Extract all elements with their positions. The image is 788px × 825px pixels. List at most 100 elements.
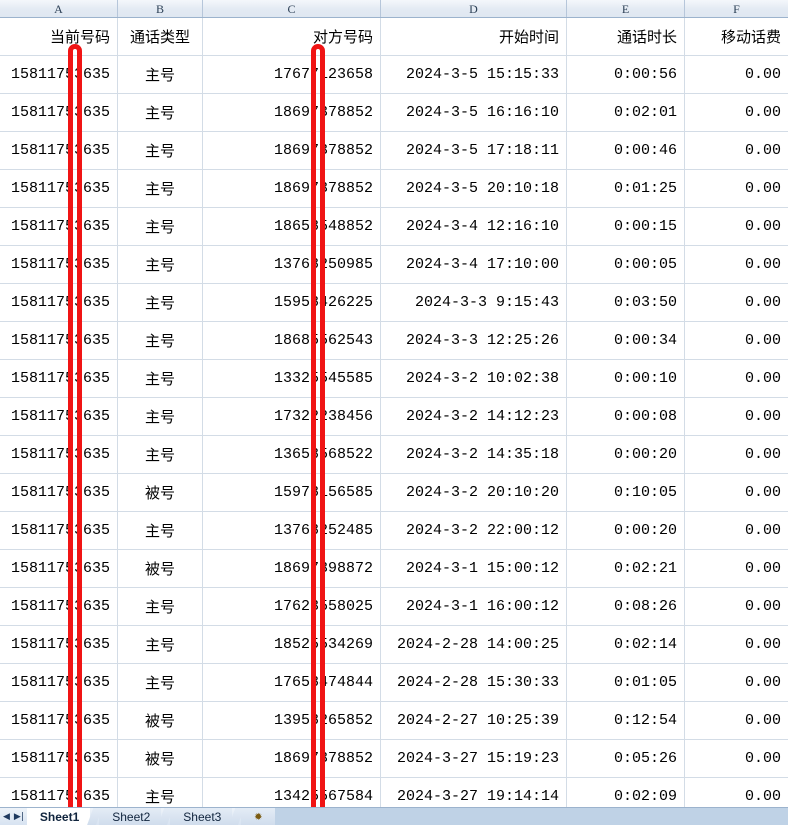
table-cell[interactable]: 2024-3-5 17:18:11 — [381, 132, 567, 169]
table-cell[interactable]: 被号 — [118, 550, 203, 587]
table-cell[interactable]: 15811753635 — [0, 208, 118, 245]
table-cell[interactable]: 0.00 — [744, 674, 781, 691]
table-cell[interactable]: 15811753635 — [0, 550, 118, 587]
table-cell[interactable]: 17322238456 — [203, 398, 381, 435]
table-cell[interactable]: 15811753635 — [0, 284, 118, 321]
table-cell[interactable]: 15811753635 — [0, 322, 118, 359]
table-cell[interactable]: 0:00:20 — [567, 512, 685, 549]
table-cell[interactable]: 15811753635 — [0, 588, 118, 625]
table-cell[interactable]: 2024-3-1 16:00:12 — [381, 588, 567, 625]
table-cell[interactable]: 主号 — [118, 246, 203, 283]
table-cell[interactable]: 15811753635 — [0, 56, 118, 93]
column-header-a[interactable]: A — [0, 0, 118, 17]
table-cell[interactable]: 0.00 — [744, 104, 781, 121]
table-cell[interactable]: 0:05:26 — [567, 740, 685, 777]
table-cell[interactable]: 0:12:54 — [567, 702, 685, 739]
table-cell[interactable]: 0.00 — [744, 294, 781, 311]
table-cell[interactable]: 15811753635 — [0, 778, 118, 815]
table-cell[interactable]: 2024-3-4 12:16:10 — [381, 208, 567, 245]
table-cell[interactable]: 0.00 — [744, 712, 781, 729]
table-cell[interactable]: 0.00 — [744, 484, 781, 501]
table-cell[interactable]: 主号 — [118, 626, 203, 663]
table-cell[interactable]: 2024-3-2 20:10:20 — [381, 474, 567, 511]
table-cell[interactable]: 18697398872 — [203, 550, 381, 587]
table-cell[interactable]: 0.00 — [744, 560, 781, 577]
table-cell[interactable]: 主号 — [118, 778, 203, 815]
table-cell[interactable]: 15811753635 — [0, 474, 118, 511]
table-cell[interactable]: 17658474844 — [203, 664, 381, 701]
table-cell[interactable]: 2024-3-27 15:19:23 — [381, 740, 567, 777]
table-cell[interactable]: 2024-3-5 15:15:33 — [381, 56, 567, 93]
table-cell[interactable]: 0:00:20 — [567, 436, 685, 473]
table-cell[interactable]: 0:02:14 — [567, 626, 685, 663]
table-cell[interactable]: 2024-3-3 9:15:43 — [381, 284, 567, 321]
table-cell[interactable]: 15811753635 — [0, 436, 118, 473]
table-cell[interactable]: 0.00 — [744, 522, 781, 539]
table-cell[interactable]: 主号 — [118, 284, 203, 321]
table-cell[interactable]: 2024-2-28 15:30:33 — [381, 664, 567, 701]
table-cell[interactable]: 0:08:26 — [567, 588, 685, 625]
table-cell[interactable]: 被号 — [118, 702, 203, 739]
table-header-cell[interactable]: 对方号码 — [203, 18, 381, 55]
table-header-cell[interactable]: 开始时间 — [381, 18, 567, 55]
table-cell[interactable]: 0:00:08 — [567, 398, 685, 435]
table-cell[interactable]: 2024-3-1 15:00:12 — [381, 550, 567, 587]
table-cell[interactable]: 15811753635 — [0, 626, 118, 663]
table-cell[interactable]: 主号 — [118, 170, 203, 207]
table-cell[interactable]: 主号 — [118, 132, 203, 169]
table-cell[interactable]: 18658548852 — [203, 208, 381, 245]
table-cell[interactable]: 17677123658 — [203, 56, 381, 93]
table-cell[interactable]: 15811753635 — [0, 170, 118, 207]
new-sheet-icon[interactable]: ✹ — [241, 808, 276, 825]
table-cell[interactable]: 13768252485 — [203, 512, 381, 549]
table-cell[interactable]: 0.00 — [744, 142, 781, 159]
table-cell[interactable]: 主号 — [118, 398, 203, 435]
column-header-b[interactable]: B — [118, 0, 203, 17]
table-cell[interactable]: 15811753635 — [0, 702, 118, 739]
table-cell[interactable]: 主号 — [118, 360, 203, 397]
sheet-nav-buttons[interactable]: ◀ ▶| — [0, 808, 27, 825]
table-cell[interactable]: 2024-3-2 14:35:18 — [381, 436, 567, 473]
table-cell[interactable]: 2024-3-2 22:00:12 — [381, 512, 567, 549]
table-cell[interactable]: 15811753635 — [0, 132, 118, 169]
table-cell[interactable]: 0.00 — [744, 332, 781, 349]
table-cell[interactable]: 2024-3-5 20:10:18 — [381, 170, 567, 207]
table-cell[interactable]: 2024-2-28 14:00:25 — [381, 626, 567, 663]
table-cell[interactable]: 0:00:05 — [567, 246, 685, 283]
table-cell[interactable]: 0:02:01 — [567, 94, 685, 131]
column-header-f[interactable]: F — [733, 1, 740, 16]
table-cell[interactable]: 15978156585 — [203, 474, 381, 511]
table-cell[interactable]: 2024-2-27 10:25:39 — [381, 702, 567, 739]
table-cell[interactable]: 0.00 — [744, 636, 781, 653]
table-cell[interactable]: 主号 — [118, 664, 203, 701]
table-cell[interactable]: 0:00:34 — [567, 322, 685, 359]
column-header-c[interactable]: C — [203, 0, 381, 17]
table-cell[interactable]: 2024-3-2 10:02:38 — [381, 360, 567, 397]
table-cell[interactable]: 0:00:46 — [567, 132, 685, 169]
table-cell[interactable]: 15811753635 — [0, 360, 118, 397]
table-cell[interactable]: 0:00:15 — [567, 208, 685, 245]
table-cell[interactable]: 0.00 — [744, 66, 781, 83]
table-cell[interactable]: 2024-3-5 16:16:10 — [381, 94, 567, 131]
table-cell[interactable]: 15811753635 — [0, 740, 118, 777]
table-cell[interactable]: 13658568522 — [203, 436, 381, 473]
table-cell[interactable]: 0:01:05 — [567, 664, 685, 701]
table-cell[interactable]: 0.00 — [744, 370, 781, 387]
table-cell[interactable]: 13325545585 — [203, 360, 381, 397]
column-header-d[interactable]: D — [381, 0, 567, 17]
sheet-tab-sheet3[interactable]: Sheet3 — [170, 808, 233, 825]
table-cell[interactable]: 2024-3-27 19:14:14 — [381, 778, 567, 815]
column-header-e[interactable]: E — [567, 0, 685, 17]
table-cell[interactable]: 主号 — [118, 588, 203, 625]
table-cell[interactable]: 被号 — [118, 474, 203, 511]
table-cell[interactable]: 15811753635 — [0, 94, 118, 131]
table-cell[interactable]: 0:10:05 — [567, 474, 685, 511]
table-cell[interactable]: 18697378852 — [203, 740, 381, 777]
table-cell[interactable]: 主号 — [118, 322, 203, 359]
table-cell[interactable]: 0.00 — [744, 180, 781, 197]
table-cell[interactable]: 被号 — [118, 740, 203, 777]
table-cell[interactable]: 主号 — [118, 512, 203, 549]
table-cell[interactable]: 0.00 — [744, 446, 781, 463]
table-cell[interactable]: 13958265852 — [203, 702, 381, 739]
table-cell[interactable]: 18697378852 — [203, 170, 381, 207]
